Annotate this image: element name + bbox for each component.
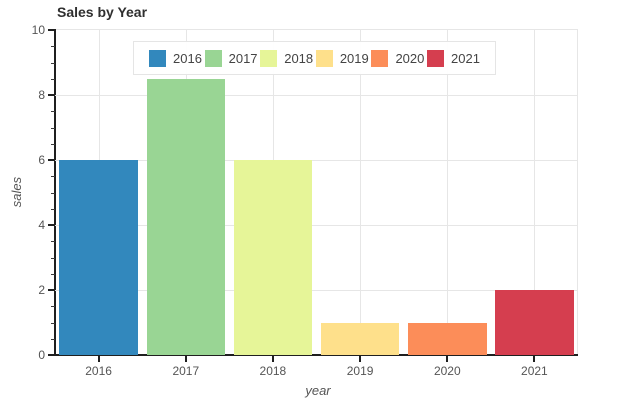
y-tick-label: 6 [38, 153, 45, 167]
x-major-tick [97, 356, 100, 362]
plot-border-right [577, 29, 578, 356]
legend-swatch-icon [371, 49, 389, 67]
h-gridline [55, 225, 578, 226]
toolbar: ? [583, 0, 631, 260]
y-minor-tick [51, 192, 55, 194]
y-tick-label: 10 [31, 23, 45, 37]
y-minor-tick [51, 322, 55, 324]
legend-item-2017: 2017 [204, 49, 258, 67]
chart-title: Sales by Year [57, 4, 148, 20]
bar-2021 [495, 290, 574, 355]
y-axis-line [54, 29, 56, 356]
y-tick-label: 8 [38, 88, 45, 102]
legend-item-2019: 2019 [315, 49, 369, 67]
legend-swatch-icon [149, 49, 166, 67]
x-axis-line [49, 354, 578, 356]
legend-item-2021: 2021 [427, 49, 480, 67]
legend: 2016 2017 2018 2019 2020 2021 [133, 41, 496, 75]
y-major-tick [48, 159, 55, 161]
y-minor-tick [51, 111, 55, 113]
y-major-tick [48, 29, 55, 31]
x-tick-label: 2018 [259, 364, 287, 378]
x-axis-label: year [305, 383, 331, 398]
x-major-tick [184, 356, 187, 362]
legend-label: 2016 [173, 50, 202, 66]
legend-item-2016: 2016 [149, 49, 202, 67]
h-gridline [55, 290, 578, 291]
y-minor-tick [51, 208, 55, 210]
y-minor-tick [51, 143, 55, 145]
x-tick-label: 2020 [433, 364, 461, 378]
legend-item-2018: 2018 [260, 49, 314, 67]
y-minor-tick [51, 127, 55, 129]
legend-item-2020: 2020 [371, 49, 425, 67]
plot-border-top [55, 29, 578, 30]
y-minor-tick [51, 306, 55, 308]
y-minor-tick [51, 62, 55, 64]
x-tick-label: 2017 [172, 364, 200, 378]
y-minor-tick [51, 78, 55, 80]
x-major-tick [533, 356, 536, 362]
bar-2017 [146, 78, 225, 356]
y-tick-label: 4 [38, 218, 45, 232]
bar-2019 [320, 322, 400, 355]
y-axis-label: sales [9, 176, 24, 208]
y-minor-tick [51, 46, 55, 48]
y-minor-tick [51, 241, 55, 243]
y-minor-tick [51, 273, 55, 275]
bar-2018 [233, 160, 313, 355]
bar-2020 [408, 322, 487, 355]
y-minor-tick [51, 257, 55, 259]
x-major-tick [446, 356, 449, 362]
x-tick-label: 2016 [85, 364, 112, 378]
legend-label: 2019 [339, 50, 369, 66]
legend-label: 2020 [395, 50, 425, 66]
y-minor-tick [51, 176, 55, 178]
legend-swatch-icon [427, 49, 445, 67]
h-gridline [55, 160, 578, 161]
y-major-tick [48, 354, 55, 356]
legend-swatch-icon [315, 49, 333, 67]
legend-swatch-icon [260, 49, 278, 67]
x-tick-label: 2021 [521, 364, 548, 378]
v-gridline [360, 29, 361, 355]
y-major-tick [48, 224, 55, 226]
h-gridline [55, 95, 578, 96]
y-tick-label: 0 [38, 348, 45, 362]
x-major-tick [271, 356, 274, 362]
legend-label: 2021 [451, 50, 480, 66]
y-minor-tick [51, 338, 55, 340]
v-gridline [447, 29, 448, 355]
legend-swatch-icon [204, 49, 222, 67]
bar-2016 [59, 160, 138, 355]
legend-label: 2018 [284, 50, 314, 66]
y-tick-label: 2 [38, 283, 45, 297]
y-major-tick [48, 94, 55, 96]
y-major-tick [48, 289, 55, 291]
x-major-tick [359, 356, 362, 362]
v-gridline [534, 29, 535, 355]
legend-label: 2017 [228, 50, 258, 66]
x-tick-label: 2019 [346, 364, 374, 378]
